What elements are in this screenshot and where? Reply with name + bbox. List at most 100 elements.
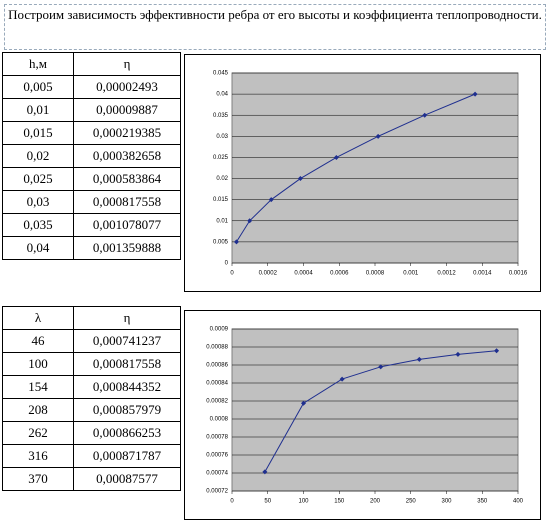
table-cell: 262: [2, 421, 74, 445]
table-row: 0,04 0,001359888: [2, 236, 181, 260]
table-row: 46 0,000741237: [2, 329, 181, 353]
table-cell: 0,000741237: [73, 329, 181, 353]
table-cell: 0,02: [2, 144, 74, 168]
data-point: [416, 356, 422, 362]
table-row: 208 0,000857979: [2, 398, 181, 422]
data-point: [494, 348, 500, 354]
plot-area: [231, 72, 519, 264]
table-cell: η: [73, 52, 181, 76]
table-row: 0,02 0,000382658: [2, 144, 181, 168]
table-cell: 0,00087577: [73, 467, 181, 491]
data-point: [375, 133, 381, 139]
table-cell: η: [73, 306, 181, 330]
table-row: 0,01 0,00009887: [2, 98, 181, 122]
table-cell: 0,015: [2, 121, 74, 145]
data-point: [339, 376, 345, 382]
y-tick-label: 0.00088: [206, 345, 228, 351]
x-tick-label: 400: [513, 499, 524, 505]
y-tick-label: 0.02: [216, 176, 228, 182]
data-point: [455, 351, 461, 357]
data-point: [247, 218, 253, 224]
table-cell: h,м: [2, 52, 74, 76]
x-tick-label: 100: [298, 499, 309, 505]
x-tick-label: 0.0012: [437, 271, 456, 277]
y-tick-label: 0.04: [216, 92, 228, 98]
table-row: 0,025 0,000583864: [2, 167, 181, 191]
table-cell: 0,01: [2, 98, 74, 122]
plot-area: [231, 328, 519, 492]
table-cell: 0,001078077: [73, 213, 181, 237]
y-tick-label: 0.035: [213, 113, 229, 119]
table-cell: λ: [2, 306, 74, 330]
x-tick-label: 250: [406, 499, 417, 505]
y-tick-label: 0.00078: [206, 435, 228, 441]
x-tick-label: 0.0004: [294, 271, 313, 277]
y-tick-label: 0.00076: [206, 453, 228, 459]
x-tick-label: 0: [230, 271, 234, 277]
table-row: 0,035 0,001078077: [2, 213, 181, 237]
title: Построим зависимость эффективности ребра…: [4, 4, 546, 50]
x-tick-label: 0.0016: [509, 271, 528, 277]
table-cell: 100: [2, 352, 74, 376]
table-cell: 0,000871787: [73, 444, 181, 468]
table-cell: 0,000583864: [73, 167, 181, 191]
x-tick-label: 0.001: [403, 271, 419, 277]
table-cell: 0,000817558: [73, 190, 181, 214]
data-point: [333, 154, 339, 160]
table-row: h,м η: [2, 52, 181, 76]
x-tick-label: 200: [370, 499, 381, 505]
table-cell: 0,001359888: [73, 236, 181, 260]
table-cell: 0,000817558: [73, 352, 181, 376]
x-tick-label: 150: [334, 499, 345, 505]
table-row: 316 0,000871787: [2, 444, 181, 468]
table-cell: 370: [2, 467, 74, 491]
chart: 0.00072 0.00074 0.00076 0.00078 0.0008 0.0008…: [184, 310, 541, 520]
y-tick-label: 0.00082: [206, 399, 228, 405]
data-point: [472, 91, 478, 97]
x-tick-label: 0.0008: [366, 271, 385, 277]
table-row: 262 0,000866253: [2, 421, 181, 445]
table-cell: 0,000219385: [73, 121, 181, 145]
data-point: [262, 469, 268, 475]
table-cell: 0,03: [2, 190, 74, 214]
y-tick-label: 0: [225, 261, 229, 267]
y-tick-label: 0.00072: [206, 489, 228, 495]
y-tick-label: 0.00086: [206, 363, 228, 369]
table-cell: 0,00002493: [73, 75, 181, 99]
y-tick-label: 0.03: [216, 134, 228, 140]
table-row: 154 0,000844352: [2, 375, 181, 399]
table-cell: 0,00009887: [73, 98, 181, 122]
chart: 0 0.005 0.01 0.015 0.02 0.025 0.03 0.035 0.04 0.0…: [184, 54, 541, 292]
table-cell: 0,000857979: [73, 398, 181, 422]
x-tick-label: 350: [477, 499, 488, 505]
data-point: [268, 197, 274, 203]
table-cell: 0,035: [2, 213, 74, 237]
y-tick-label: 0.015: [213, 197, 229, 203]
table: λ η 46 0,000741237 100 0,000817558 154 0,000844…: [2, 306, 181, 491]
x-tick-label: 0: [230, 499, 234, 505]
table: h,м η 0,005 0,00002493 0,01 0,00009887 0,015 0,…: [2, 52, 181, 260]
table-row: 0,015 0,000219385: [2, 121, 181, 145]
y-tick-label: 0.005: [213, 239, 229, 245]
table-cell: 0,000382658: [73, 144, 181, 168]
data-line: [236, 93, 476, 243]
y-tick-label: 0.025: [213, 155, 229, 161]
data-point: [422, 112, 428, 118]
table-cell: 154: [2, 375, 74, 399]
table-cell: 0,005: [2, 75, 74, 99]
data-point: [378, 364, 384, 370]
y-tick-label: 0.0008: [210, 417, 229, 423]
x-tick-label: 50: [264, 499, 271, 505]
x-tick-label: 0.0014: [473, 271, 492, 277]
table-cell: 0,025: [2, 167, 74, 191]
table-cell: 0,000844352: [73, 375, 181, 399]
y-tick-label: 0.00084: [206, 381, 228, 387]
data-point: [301, 400, 306, 406]
x-tick-label: 0.0006: [330, 271, 349, 277]
table-row: 100 0,000817558: [2, 352, 181, 376]
table-cell: 46: [2, 329, 74, 353]
x-tick-label: 300: [441, 499, 452, 505]
y-tick-label: 0.00074: [206, 471, 228, 477]
